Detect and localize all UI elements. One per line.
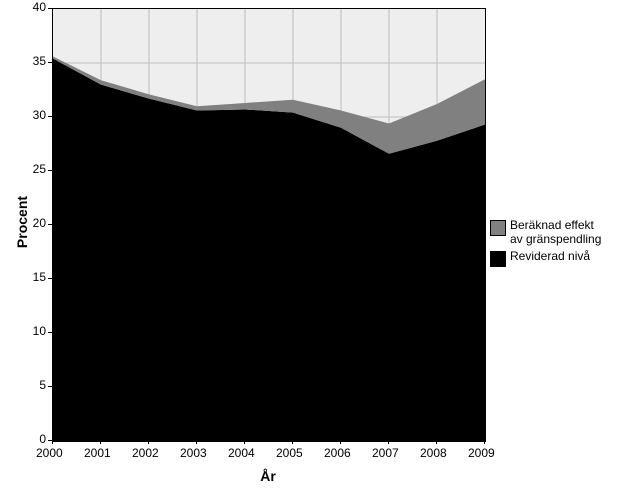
- y-tick-label: 35: [33, 54, 46, 68]
- y-tick-label: 20: [33, 216, 46, 230]
- legend-swatch: [490, 220, 506, 236]
- x-tick-label: 2001: [84, 446, 111, 460]
- x-tick-label: 2000: [36, 446, 63, 460]
- legend-swatch: [490, 251, 506, 267]
- legend-item: Reviderad nivå: [490, 249, 601, 267]
- x-tick-label: 2006: [324, 446, 351, 460]
- y-tick-label: 10: [33, 324, 46, 338]
- legend-item: Beräknad effektav gränspendling: [490, 218, 601, 247]
- legend-label: Beräknad effektav gränspendling: [510, 218, 601, 247]
- y-tick-label: 25: [33, 162, 46, 176]
- plot-svg: [53, 9, 485, 441]
- x-tick-label: 2007: [372, 446, 399, 460]
- legend-label: Reviderad nivå: [510, 249, 590, 263]
- plot-area: [52, 8, 486, 442]
- y-tick-label: 15: [33, 270, 46, 284]
- y-tick-label: 40: [33, 0, 46, 14]
- x-tick-label: 2008: [420, 446, 447, 460]
- x-tick-label: 2002: [132, 446, 159, 460]
- legend: Beräknad effektav gränspendling Reviderad…: [490, 218, 601, 269]
- y-tick-label: 0: [39, 432, 46, 446]
- x-tick-label: 2004: [228, 446, 255, 460]
- x-tick-label: 2003: [180, 446, 207, 460]
- y-tick-label: 5: [39, 378, 46, 392]
- x-tick-label: 2009: [468, 446, 495, 460]
- stacked-area-chart: Procent År Beräknad effektav gränspendli…: [0, 0, 626, 501]
- x-axis-label: År: [52, 468, 484, 484]
- y-tick-label: 30: [33, 108, 46, 122]
- y-axis-label: Procent: [14, 192, 30, 252]
- x-tick-label: 2005: [276, 446, 303, 460]
